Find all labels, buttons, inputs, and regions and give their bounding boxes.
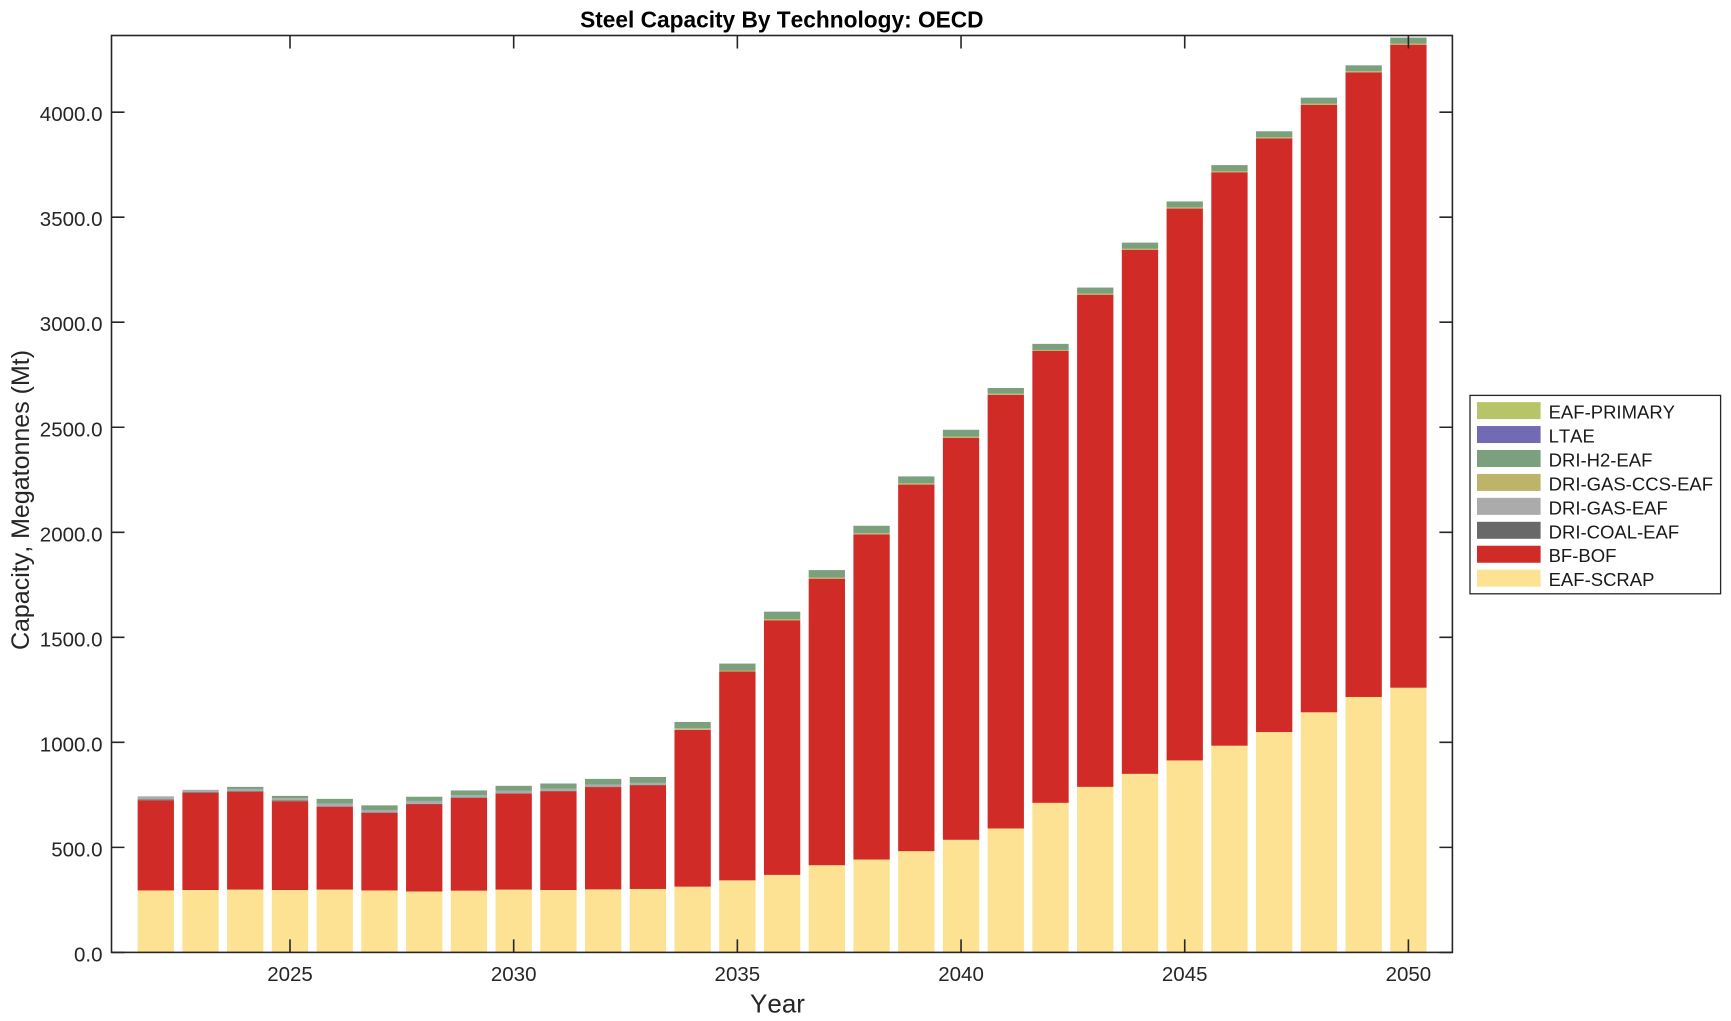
svg-text:2040: 2040 xyxy=(938,963,984,986)
svg-text:1500.0: 1500.0 xyxy=(40,628,103,651)
svg-text:DRI-COAL-EAF: DRI-COAL-EAF xyxy=(1549,521,1680,542)
svg-text:500.0: 500.0 xyxy=(51,838,102,861)
svg-text:DRI-GAS-CCS-EAF: DRI-GAS-CCS-EAF xyxy=(1549,473,1713,494)
svg-text:0.0: 0.0 xyxy=(74,943,103,966)
svg-text:Capacity, Megatonnes (Mt): Capacity, Megatonnes (Mt) xyxy=(7,350,35,650)
svg-text:EAF-SCRAP: EAF-SCRAP xyxy=(1549,569,1655,590)
svg-text:4000.0: 4000.0 xyxy=(40,103,103,126)
svg-text:2030: 2030 xyxy=(491,963,537,986)
svg-text:LTAE: LTAE xyxy=(1549,426,1595,447)
svg-text:Year: Year xyxy=(750,989,805,1019)
svg-text:1000.0: 1000.0 xyxy=(40,733,103,756)
svg-text:2500.0: 2500.0 xyxy=(40,418,103,441)
svg-text:3000.0: 3000.0 xyxy=(40,313,103,336)
svg-text:3500.0: 3500.0 xyxy=(40,208,103,231)
svg-text:EAF-PRIMARY: EAF-PRIMARY xyxy=(1549,402,1675,423)
svg-text:DRI-GAS-EAF: DRI-GAS-EAF xyxy=(1549,497,1668,518)
svg-text:BF-BOF: BF-BOF xyxy=(1549,545,1617,566)
svg-text:2000.0: 2000.0 xyxy=(40,523,103,546)
svg-text:2025: 2025 xyxy=(267,963,313,986)
svg-text:Steel Capacity By Technology:: Steel Capacity By Technology: OECD xyxy=(580,6,983,32)
svg-text:2050: 2050 xyxy=(1386,963,1432,986)
svg-text:2035: 2035 xyxy=(715,963,761,986)
svg-text:2045: 2045 xyxy=(1162,963,1208,986)
svg-text:DRI-H2-EAF: DRI-H2-EAF xyxy=(1549,449,1653,470)
